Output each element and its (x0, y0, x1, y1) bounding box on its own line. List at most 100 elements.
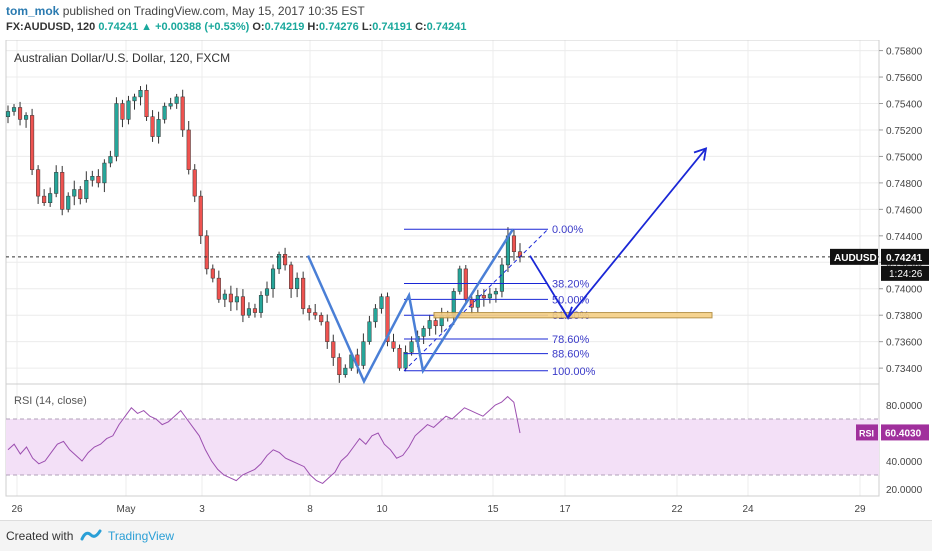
candle-body (174, 96, 179, 104)
pullback-arrowhead-icon (560, 305, 573, 320)
candle-body (331, 341, 336, 358)
candle-body (433, 320, 438, 327)
close-label: C: (415, 21, 427, 33)
candle-body (246, 308, 251, 316)
candle-body (391, 341, 396, 349)
symbol-badge-label: AUDUSD (834, 253, 877, 264)
price-tick-label: 0.74800 (886, 179, 923, 190)
candle-body (487, 293, 492, 299)
time-tick-label: 22 (671, 504, 683, 515)
candle-body (138, 90, 143, 98)
support-zone (433, 312, 713, 319)
author-link[interactable]: tom_mok (6, 4, 60, 18)
fib-level-label: 38.20% (552, 278, 590, 290)
candle-body (499, 264, 504, 292)
countdown-badge (881, 265, 929, 281)
candle-body (361, 341, 366, 366)
price-badge (881, 248, 929, 265)
price-tick-label: 0.74400 (886, 232, 923, 243)
price-tick-label: 0.75800 (886, 47, 923, 58)
candle-body (379, 296, 384, 309)
price-chart[interactable]: 0.00%38.20%50.00%61.80%78.60%88.60%100.0… (0, 40, 932, 520)
price-tick-label: 0.75000 (886, 152, 923, 163)
rsi-band (6, 418, 879, 476)
candle-body (84, 179, 89, 200)
symbol-badge (830, 248, 878, 265)
ticker-info: FX:AUDUSD, 120 0.74241 ▲ +0.00388 (+0.53… (6, 21, 466, 33)
candle-body (240, 296, 245, 316)
candle-body (511, 235, 517, 252)
candle-body (252, 308, 258, 313)
candle-body (180, 96, 185, 131)
footer: Created with TradingView (0, 520, 932, 551)
low-value: 0.74191 (372, 21, 412, 33)
candle-body (283, 254, 288, 266)
candle-body (126, 100, 131, 120)
candle-body (385, 296, 390, 342)
candle-body (36, 169, 41, 197)
candle-body (258, 295, 264, 313)
candle-body (337, 357, 342, 375)
candle-body (72, 189, 77, 197)
candle-body (222, 293, 227, 300)
candle-body (264, 288, 270, 296)
candle-body (493, 291, 498, 295)
time-tick-label: 24 (742, 504, 754, 515)
candle-body (421, 328, 426, 337)
price-badge-value: 0.74241 (886, 253, 923, 264)
rsi-name-badge (856, 424, 878, 441)
candle-body (162, 105, 167, 120)
candle-body (198, 195, 203, 237)
rsi-tick-label: 20.0000 (886, 485, 923, 496)
fib-level-label: 100.00% (552, 366, 596, 378)
fib-level-label: 88.60% (552, 349, 590, 361)
time-tick-label: 10 (376, 504, 388, 515)
candle-body (144, 90, 149, 117)
close-value: 0.74241 (426, 21, 467, 33)
candle-body (11, 107, 17, 112)
low-label: L: (361, 21, 373, 33)
fibonacci-retracement[interactable]: 0.00%38.20%50.00%61.80%78.60%88.60%100.0… (403, 224, 596, 378)
rsi-tick-label: 80.0000 (886, 401, 923, 412)
candle-body (427, 320, 432, 329)
candle-body (367, 321, 372, 342)
candlestick-series (5, 84, 879, 383)
trend-annotations[interactable] (306, 147, 713, 385)
candle-body (30, 115, 35, 170)
candle-body (234, 296, 239, 303)
candle-body (270, 268, 276, 289)
rsi-name-label: RSI (859, 428, 874, 438)
price-tick-label: 0.73600 (886, 338, 923, 349)
price-tick-label: 0.74600 (886, 205, 923, 216)
candle-body (409, 341, 414, 353)
harmonic-pattern (306, 228, 515, 385)
candle-body (457, 268, 462, 292)
candle-body (66, 195, 71, 210)
candle-body (54, 172, 59, 194)
candle-body (277, 254, 282, 270)
open-label: O: (252, 21, 265, 33)
candle-body (132, 96, 137, 102)
rsi-series (7, 395, 521, 484)
fib-trend-line (403, 228, 549, 372)
candle-body (289, 264, 294, 289)
change-arrow-icon: ▲ (141, 21, 153, 33)
candle-body (319, 314, 324, 323)
publish-text: published on TradingView.com, May 15, 20… (62, 4, 365, 18)
chart-grid (6, 40, 879, 496)
candle-body (120, 103, 125, 120)
candle-body (78, 189, 83, 200)
candle-body (216, 277, 221, 300)
price-tick-label: 0.75200 (886, 126, 923, 137)
axes: 0.75800 0.75600 0.75400 0.75200 0.75000 0.748… (11, 47, 929, 515)
tradingview-brand-link[interactable]: TradingView (108, 529, 175, 543)
symbol-label: FX:AUDUSD, 120 (6, 21, 96, 33)
open-value: 0.74219 (264, 21, 305, 33)
candle-body (301, 277, 306, 309)
price-change: +0.00388 (+0.53%) (155, 21, 250, 33)
fib-level-label: 78.60% (552, 334, 590, 346)
candle-body (228, 293, 233, 303)
candle-body (325, 321, 330, 342)
time-tick-label: 15 (487, 504, 499, 515)
high-label: H: (307, 21, 320, 33)
